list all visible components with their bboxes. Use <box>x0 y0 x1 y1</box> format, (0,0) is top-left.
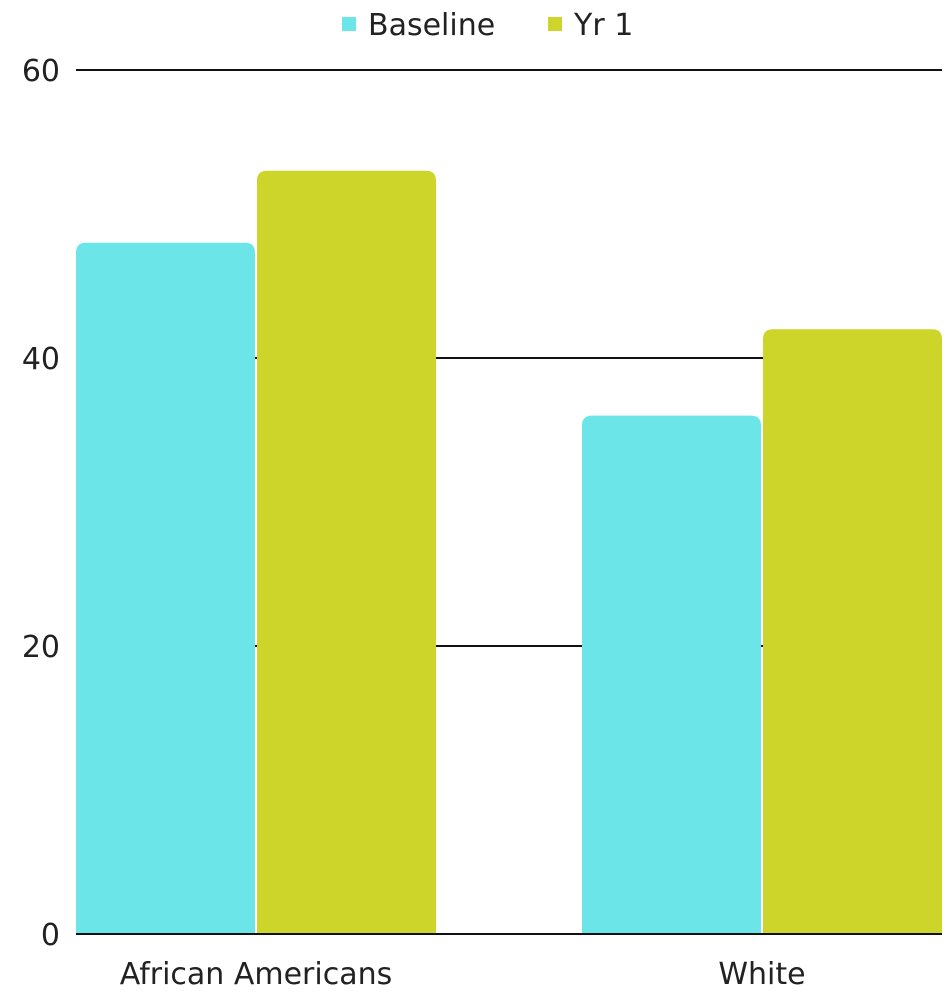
y-tick-label: 40 <box>22 342 60 377</box>
x-category-label: African Americans <box>120 957 393 989</box>
bars <box>76 170 942 935</box>
y-tick-label: 20 <box>22 630 60 665</box>
y-tick-label: 0 <box>41 918 60 953</box>
legend-label: Baseline <box>368 8 495 43</box>
bar-yr-1-white <box>763 329 942 934</box>
bar-baseline-white <box>582 415 761 935</box>
legend-swatch <box>342 17 356 31</box>
axes: 0 20 40 60 African Americans White <box>22 54 942 992</box>
x-category-label: White <box>718 957 805 989</box>
bar-baseline-african-americans <box>76 242 255 935</box>
legend: Baseline Yr 1 <box>342 8 633 43</box>
bar-yr-1-african-americans <box>257 170 436 935</box>
legend-swatch <box>548 17 562 31</box>
legend-label: Yr 1 <box>573 8 633 43</box>
y-tick-label: 60 <box>22 54 60 89</box>
